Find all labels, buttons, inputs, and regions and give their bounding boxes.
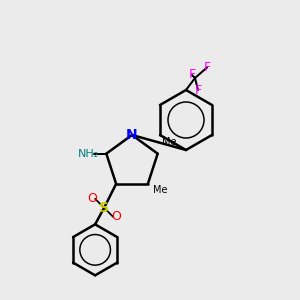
Text: S: S <box>99 201 109 215</box>
Text: O: O <box>111 210 121 223</box>
Text: F: F <box>203 61 211 74</box>
Text: Me: Me <box>162 137 177 147</box>
Text: NH₂: NH₂ <box>78 149 99 159</box>
Text: F: F <box>188 68 196 82</box>
Text: O: O <box>87 192 97 205</box>
Text: N: N <box>126 128 138 142</box>
Text: F: F <box>194 83 202 97</box>
Text: Me: Me <box>153 185 167 195</box>
